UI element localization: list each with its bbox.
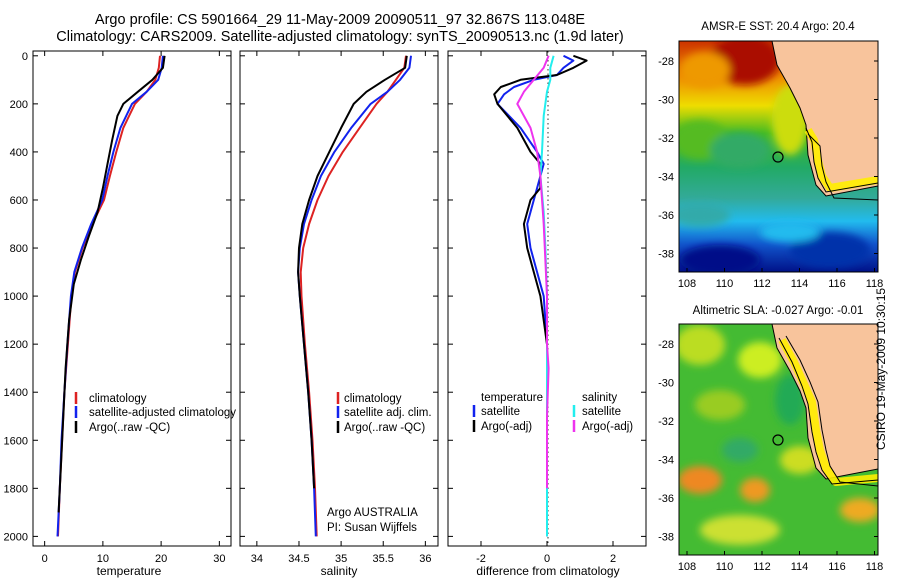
salinity-legend: climatology satellite adj. clim. Argo(..… [336,392,432,434]
legend-sal-argo: Argo(..raw -QC) [344,422,425,434]
credit-line-1: Argo AUSTRALIA [327,507,418,519]
temperature-xlabel: temperature [97,564,162,578]
sst-map-ytick-label: -30 [658,95,674,107]
sla-map-xtick-label: 118 [866,561,884,573]
sst-map-ytick-label: -28 [658,56,674,68]
difference-xlabel: difference from climatology [476,564,619,578]
salinity-axes-frame [239,50,439,547]
temperature-xtick-label: 20 [155,553,167,565]
difference-legend: temperature satellite Argo(-adj) salinit… [472,392,633,433]
temperature-legend: climatology satellite-adjusted climatolo… [74,392,236,434]
title-line-2: Climatology: CARS2009. Satellite-adjuste… [56,29,624,45]
sla-map-title: Altimetric SLA: -0.027 Argo: -0.01 [693,305,864,317]
credit-line-2: PI: Susan Wijffels [327,522,417,534]
salinity-xtick-label: 36 [419,553,431,565]
sla-map-ytick-label: -30 [658,378,674,390]
sla-map-xtick-label: 114 [791,561,809,573]
legend-sal-sat: satellite [582,406,621,418]
difference-xtick-label: 0 [544,553,550,565]
page-title: Argo profile: CS 5901664_29 11-May-2009 … [0,12,680,46]
temperature-ytick-label: 1000 [4,291,28,303]
temperature-ytick-label: 1600 [4,435,28,447]
sst-map-ytick-label: -38 [658,249,674,261]
salinity-xlabel: salinity [321,564,358,578]
sst-argo-marker [772,151,784,163]
sst-map-xtick-label: 108 [678,278,696,290]
sst-map: AMSR-E SST: 20.4 Argo: 20.4 108 110 112 114… [658,21,883,290]
legend-salinity-heading: salinity [582,392,617,404]
legend-temp-argo: Argo(-adj) [481,421,532,433]
legend-temperature-heading: temperature [481,392,543,404]
sla-map-ytick-label: -28 [658,339,674,351]
temperature-xtick-label: 10 [97,553,109,565]
temperature-ytick-label: 200 [10,99,28,111]
legend-climatology: climatology [89,393,147,405]
sla-map-ytick-label: -36 [658,493,674,505]
sst-map-xtick-label: 118 [866,278,884,290]
legend-sal-climatology: climatology [344,393,402,405]
temperature-ytick-label: 1400 [4,387,28,399]
title-line-1: Argo profile: CS 5901664_29 11-May-2009 … [94,12,586,28]
salinity-xtick-label: 34 [251,553,263,565]
temperature-xtick-label: 30 [213,553,225,565]
temperature-ytick-label: 600 [10,195,28,207]
timestamp-stamp: CSIRO 19-May-2009 10:30:15 [874,287,888,450]
salinity-xtick-label: 35 [335,553,347,565]
temperature-axes-frame [32,50,232,547]
sst-map-ytick-label: -32 [658,133,674,145]
sla-map-xtick-label: 112 [753,561,771,573]
temperature-ytick-label: 400 [10,147,28,159]
salinity-xtick-label: 35.5 [373,553,394,565]
temperature-ytick-label: 1800 [4,483,28,495]
difference-xtick-label: -2 [476,553,486,565]
sst-map-title: AMSR-E SST: 20.4 Argo: 20.4 [701,21,855,33]
salinity-panel: 34 34.5 35 35.5 36 salinity climatology sate… [239,50,439,578]
sla-map: Altimetric SLA: -0.027 Argo: -0.01 1 [658,305,883,573]
legend-temp-satellite: satellite [481,406,520,418]
sla-map-xtick-label: 116 [828,561,846,573]
sla-map-ytick-label: -32 [658,416,674,428]
legend-argo: Argo(..raw -QC) [89,422,170,434]
temperature-ytick-label: 1200 [4,339,28,351]
sla-map-ytick-label: -34 [658,455,674,467]
sst-map-xtick-label: 112 [753,278,771,290]
temperature-ytick-label: 2000 [4,531,28,543]
temperature-ytick-label: 0 [22,51,28,63]
series-difference-salinity-argo-adj- [516,55,550,489]
sst-map-ytick-label: -36 [658,210,674,222]
sla-argo-marker [772,434,784,446]
salinity-xtick-label: 34.5 [288,553,309,565]
series-temperature-argo-raw-qc- [57,55,166,513]
sst-map-xtick-label: 110 [716,278,734,290]
temperature-ytick-label: 800 [10,243,28,255]
legend-sal-satellite: satellite adj. clim. [344,407,432,419]
sla-map-xtick-label: 110 [716,561,734,573]
series-salinity-argo-raw-qc- [297,55,408,489]
difference-xtick-label: 2 [610,553,616,565]
legend-sal-argo-adj: Argo(-adj) [582,421,633,433]
sla-map-xtick-label: 108 [678,561,696,573]
sla-map-ytick-label: -38 [658,532,674,544]
difference-panel: -2 0 2 difference from climatology tempera… [447,50,647,578]
temperature-xtick-label: 0 [42,553,48,565]
temperature-panel: 0 200 400 600 800 1000 1200 1400 1600 1800 2000 0 10… [4,50,236,578]
sst-map-xtick-label: 116 [828,278,846,290]
sst-map-ytick-label: -34 [658,172,674,184]
legend-satellite-adjusted: satellite-adjusted climatology [89,407,236,419]
sst-map-xtick-label: 114 [791,278,809,290]
